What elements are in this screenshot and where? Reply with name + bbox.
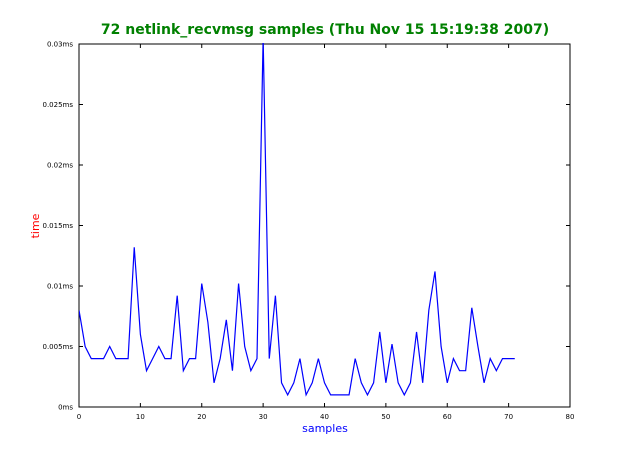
x-axis-label: samples: [302, 422, 348, 435]
y-axis-label: time: [29, 213, 42, 238]
x-tick-label: 30: [259, 413, 268, 421]
x-tick-label: 20: [197, 413, 206, 421]
y-axis-ticks: 0ms 0.005ms 0.01ms 0.015ms 0.02ms 0.025ms 0.03…: [42, 41, 570, 412]
y-tick-label: 0.025ms: [42, 101, 73, 109]
plot-frame: [78, 43, 571, 408]
y-tick-label: 0.03ms: [47, 41, 73, 49]
chart-title: 72 netlink_recvmsg samples (Thu Nov 15 1…: [101, 22, 549, 38]
x-tick-label: 60: [443, 413, 452, 421]
x-tick-label: 80: [566, 413, 575, 421]
series-line: [79, 43, 515, 397]
y-tick-label: 0.01ms: [47, 283, 73, 291]
x-tick-label: 50: [381, 413, 390, 421]
y-tick-label: 0.015ms: [42, 222, 73, 230]
x-tick-label: 40: [320, 413, 329, 421]
y-tick-label: 0.02ms: [47, 162, 73, 170]
x-tick-label: 10: [136, 413, 145, 421]
y-tick-label: 0.005ms: [42, 343, 73, 351]
x-tick-label: 0: [77, 413, 81, 421]
y-tick-label: 0ms: [58, 404, 73, 412]
series-layer: [79, 43, 515, 397]
x-tick-label: 70: [504, 413, 513, 421]
